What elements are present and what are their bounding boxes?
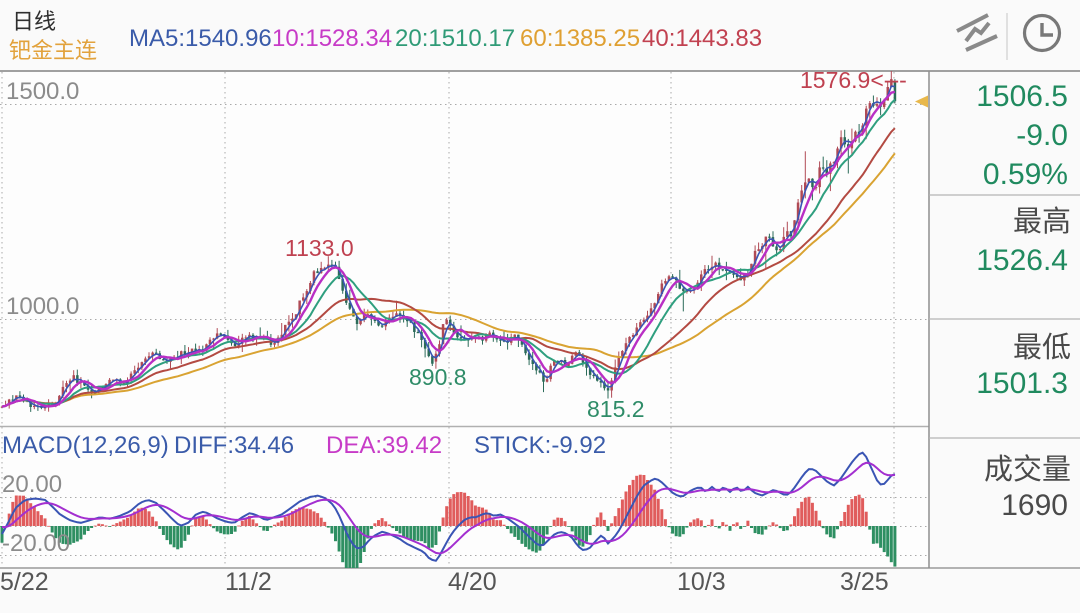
svg-text:10/3: 10/3: [677, 568, 726, 596]
svg-text:最高: 最高: [1013, 205, 1071, 238]
svg-text:成交量: 成交量: [984, 453, 1071, 486]
svg-text:11/2: 11/2: [225, 568, 272, 596]
svg-text:10:1528.34: 10:1528.34: [272, 25, 392, 52]
svg-text:MA5:1540.96: MA5:1540.96: [129, 25, 272, 52]
svg-text:最低: 最低: [1013, 331, 1071, 364]
svg-text:1690: 1690: [1001, 489, 1068, 522]
svg-text:60:1385.25: 60:1385.25: [520, 25, 640, 52]
svg-text:5/22: 5/22: [0, 568, 49, 596]
svg-text:MACD(12,26,9): MACD(12,26,9): [2, 432, 169, 459]
svg-text:DIFF:34.46: DIFF:34.46: [174, 432, 294, 459]
svg-text:20:1510.17: 20:1510.17: [395, 25, 515, 52]
svg-text:40:1443.83: 40:1443.83: [642, 25, 762, 52]
svg-text:815.2: 815.2: [587, 396, 645, 422]
svg-text:钯金主连: 钯金主连: [9, 38, 97, 63]
svg-text:1133.0: 1133.0: [285, 235, 354, 261]
svg-text:1500.0: 1500.0: [6, 78, 79, 105]
svg-text:STICK:-9.92: STICK:-9.92: [474, 432, 606, 459]
svg-text:-9.0: -9.0: [1016, 119, 1068, 152]
svg-text:4/20: 4/20: [448, 568, 497, 596]
svg-text:1000.0: 1000.0: [6, 293, 79, 320]
svg-text:1506.5: 1506.5: [976, 80, 1068, 113]
svg-text:1576.9<---: 1576.9<---: [800, 67, 907, 93]
svg-text:890.8: 890.8: [409, 364, 467, 390]
svg-text:DEA:39.42: DEA:39.42: [326, 432, 442, 459]
svg-text:3/25: 3/25: [840, 568, 889, 596]
svg-text:1526.4: 1526.4: [976, 244, 1068, 277]
svg-text:日线: 日线: [12, 9, 56, 34]
svg-text:20.00: 20.00: [2, 471, 62, 498]
svg-text:1501.3: 1501.3: [976, 367, 1068, 400]
svg-text:0.59%: 0.59%: [983, 158, 1068, 191]
svg-text:-20.00: -20.00: [2, 530, 70, 557]
